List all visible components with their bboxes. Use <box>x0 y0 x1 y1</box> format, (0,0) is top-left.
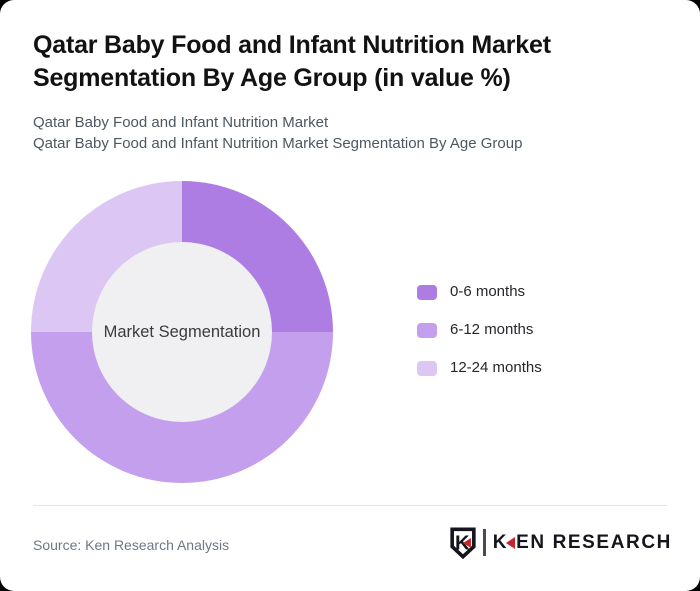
red-triangle-icon <box>506 536 516 549</box>
subtitle-line-1: Qatar Baby Food and Infant Nutrition Mar… <box>33 114 329 131</box>
source-text: Source: Ken Research Analysis <box>33 537 230 553</box>
chart-legend: 0-6 months 6-12 months 12-24 months <box>417 283 542 377</box>
page-title: Qatar Baby Food and Infant Nutrition Mar… <box>33 29 551 95</box>
svg-text:K: K <box>455 532 470 554</box>
donut-center-label: Market Segmentation <box>92 242 272 422</box>
legend-label: 6-12 months <box>450 321 534 338</box>
ken-research-logo: K K EN RESEARCH <box>450 526 672 559</box>
logo-wordmark-k: K <box>492 531 509 553</box>
footer-divider <box>33 505 667 506</box>
page-title-line-1: Qatar Baby Food and Infant Nutrition Mar… <box>33 31 551 59</box>
legend-swatch-icon <box>417 284 437 300</box>
legend-item: 0-6 months <box>417 283 542 301</box>
logo-wordmark: K EN RESEARCH <box>493 532 672 554</box>
chart-subtitles: Qatar Baby Food and Infant Nutrition Mar… <box>33 112 522 154</box>
logo-separator <box>483 529 486 556</box>
legend-label: 12-24 months <box>450 359 542 376</box>
logo-wordmark-rest: EN RESEARCH <box>516 531 672 553</box>
legend-label: 0-6 months <box>450 283 526 300</box>
ken-shield-icon: K <box>450 526 476 559</box>
legend-swatch-icon <box>417 322 437 338</box>
donut-chart[interactable]: Market Segmentation <box>31 181 333 483</box>
legend-item: 6-12 months <box>417 321 542 339</box>
legend-item: 12-24 months <box>417 359 542 377</box>
legend-swatch-icon <box>417 360 437 376</box>
subtitle-line-2: Qatar Baby Food and Infant Nutrition Mar… <box>33 135 523 152</box>
page-title-line-2: Segmentation By Age Group (in value %) <box>33 64 511 92</box>
